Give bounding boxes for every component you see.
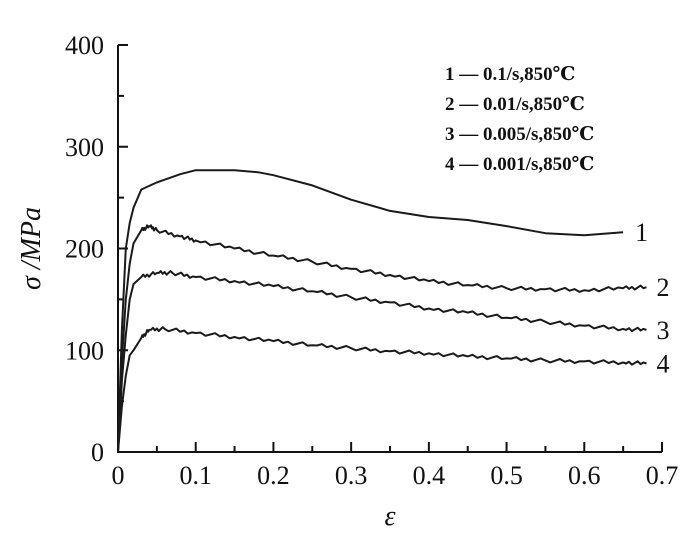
legend-entry: 2 — 0.01/s,850℃ (445, 94, 585, 115)
y-tick-label: 0 (91, 438, 104, 467)
y-tick-label: 400 (65, 31, 104, 60)
series-3-line (117, 270, 647, 453)
legend-entry: 4 — 0.001/s,850℃ (445, 154, 594, 175)
x-tick-label: 0 (112, 461, 125, 490)
x-tick-label: 0.2 (257, 461, 290, 490)
x-tick-label: 0.7 (646, 461, 679, 490)
curves: 12 3 4 (117, 169, 669, 453)
x-tick-label: 0.1 (179, 461, 212, 490)
series-1-line (117, 169, 624, 453)
legend-entry: 1 — 0.1/s,850℃ (445, 64, 575, 85)
series-4-line (117, 326, 647, 453)
legend-entry: 3 — 0.005/s,850℃ (445, 124, 594, 145)
y-tick-label: 200 (65, 235, 104, 264)
series-2-line (117, 224, 647, 453)
x-axis-title: ε (384, 501, 395, 532)
y-tick-label: 100 (65, 336, 104, 365)
axes: 0 100 200 300 400 0 0.1 0.2 0.3 0.4 0.5 0.6 0.7 (65, 31, 678, 490)
x-tick-label: 0.6 (568, 461, 601, 490)
y-tick-label: 300 (65, 133, 104, 162)
legend: 1 — 0.1/s,850℃ 2 — 0.01/s,850℃ 3 — 0.005/s… (445, 64, 594, 175)
series-1-label: 1 (635, 218, 648, 247)
x-tick-label: 0.4 (413, 461, 446, 490)
series-2-label: 2 (656, 273, 669, 302)
x-tick-label: 0.5 (490, 461, 523, 490)
x-tick-label: 0.3 (335, 461, 368, 490)
series-3-label: 3 (656, 316, 669, 345)
y-axis-title: σ /MPa (16, 207, 47, 290)
series-4-label: 4 (656, 349, 669, 378)
